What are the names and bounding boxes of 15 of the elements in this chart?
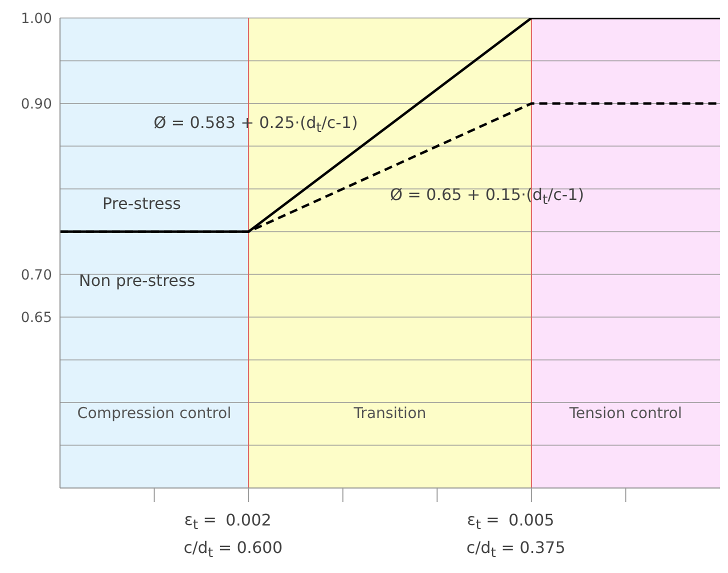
x-tick-label: 0.002 — [226, 510, 272, 530]
y-tick-label: 0.90 — [20, 96, 52, 112]
band-label: Tension control — [568, 404, 682, 422]
y-tick-label: 0.65 — [20, 310, 52, 326]
band-label: Compression control — [77, 404, 232, 422]
y-tick-label: 0.70 — [20, 267, 52, 284]
text: ε$_{t}$ = — [184, 510, 217, 534]
y-tick-label: 1.00 — [20, 10, 52, 27]
x-tick-label: 0.005 — [508, 510, 554, 530]
annotation: Non pre-stress — [78, 270, 196, 290]
annotation: Pre-stress — [102, 194, 181, 213]
text: c/d$_{t}$ = 0.600 — [184, 538, 283, 562]
band-label: Transition — [352, 404, 426, 422]
text: ε$_{t}$ = — [467, 510, 500, 534]
text: c/d$_{t}$ = 0.375 — [466, 538, 566, 562]
